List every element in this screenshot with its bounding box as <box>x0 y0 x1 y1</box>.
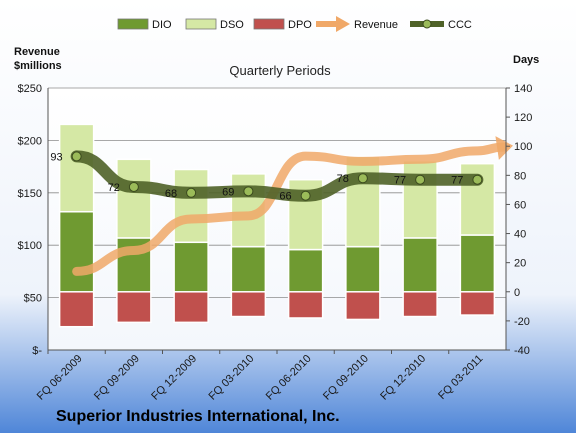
ccc-point <box>415 174 426 185</box>
dpo-bar <box>116 291 152 324</box>
left-axis-title-line1: Revenue <box>14 46 60 58</box>
dio-bar <box>402 237 438 293</box>
legend-swatch-dso <box>185 18 217 30</box>
right-tick-label: 40 <box>514 229 526 241</box>
dpo-bar <box>173 291 209 324</box>
legend-swatch-dio <box>117 18 149 30</box>
ccc-point <box>357 173 368 184</box>
dso-bar <box>345 155 381 248</box>
ccc-data-label: 93 <box>50 151 62 163</box>
dio-bar <box>459 234 496 293</box>
left-tick-label: $250 <box>18 83 42 95</box>
right-tick-label: 100 <box>514 141 532 153</box>
left-tick-label: $200 <box>18 135 42 147</box>
legend-swatch-dpo <box>253 18 285 30</box>
legend-label-dpo: DPO <box>288 19 312 31</box>
ccc-point <box>472 174 483 185</box>
bars <box>58 123 496 328</box>
revenue-arrowhead <box>495 136 513 160</box>
dso-bar <box>58 123 95 213</box>
dpo-bar <box>345 291 381 321</box>
legend-label-revenue: Revenue <box>354 19 398 31</box>
legend-label-dio: DIO <box>152 19 172 31</box>
dso-bar <box>173 168 209 244</box>
ccc-data-label: 78 <box>337 173 349 185</box>
right-tick-label: 140 <box>514 83 532 95</box>
ccc-point <box>71 151 82 162</box>
dio-bar <box>173 241 209 293</box>
ccc-data-label: 77 <box>394 175 406 187</box>
dso-bar <box>402 160 438 239</box>
right-tick-label: 80 <box>514 170 526 182</box>
dio-bar <box>58 210 95 293</box>
dso-bar <box>116 158 152 239</box>
right-tick-label: 20 <box>514 258 526 270</box>
dpo-bar <box>58 291 95 328</box>
ccc-data-label: 72 <box>108 182 120 194</box>
lines: 93 72 68 69 66 78 77 77 <box>50 136 513 276</box>
dio-bar <box>287 248 324 293</box>
dio-bar <box>345 245 381 293</box>
ccc-point <box>300 190 311 201</box>
dio-bar <box>230 245 267 293</box>
right-tick-label: -20 <box>514 316 530 328</box>
company-name: Superior Industries International, Inc. <box>56 408 340 425</box>
dpo-bar <box>459 291 496 316</box>
ccc-point <box>186 187 197 198</box>
left-tick-label: $100 <box>18 240 42 252</box>
ccc-data-label: 68 <box>165 188 177 200</box>
legend: DIO DSO DPO Revenue CCC <box>117 16 472 32</box>
left-axis-title-line2: $millions <box>14 60 62 72</box>
legend-marker-ccc <box>422 19 432 29</box>
dpo-bar <box>402 291 438 318</box>
left-tick-label: $150 <box>18 188 42 200</box>
legend-label-dso: DSO <box>220 19 244 31</box>
left-tick-label: $- <box>32 345 42 357</box>
dpo-bar <box>287 291 324 319</box>
ccc-data-label: 66 <box>279 191 291 203</box>
right-tick-label: 120 <box>514 112 532 124</box>
right-axis-title: Days <box>513 54 539 66</box>
left-tick-label: $50 <box>24 293 42 305</box>
ccc-data-label: 69 <box>222 186 234 198</box>
dpo-bar <box>230 291 267 318</box>
legend-arrowhead-revenue <box>336 16 350 32</box>
right-tick-label: 60 <box>514 199 526 211</box>
legend-label-ccc: CCC <box>448 19 472 31</box>
right-tick-label: 0 <box>514 287 520 299</box>
ccc-point <box>243 186 254 197</box>
ccc-data-label: 77 <box>451 175 463 187</box>
chart-title: Quarterly Periods <box>229 63 331 78</box>
ccc-point <box>128 181 139 192</box>
revenue-line <box>72 142 508 276</box>
right-tick-label: -40 <box>514 345 530 357</box>
